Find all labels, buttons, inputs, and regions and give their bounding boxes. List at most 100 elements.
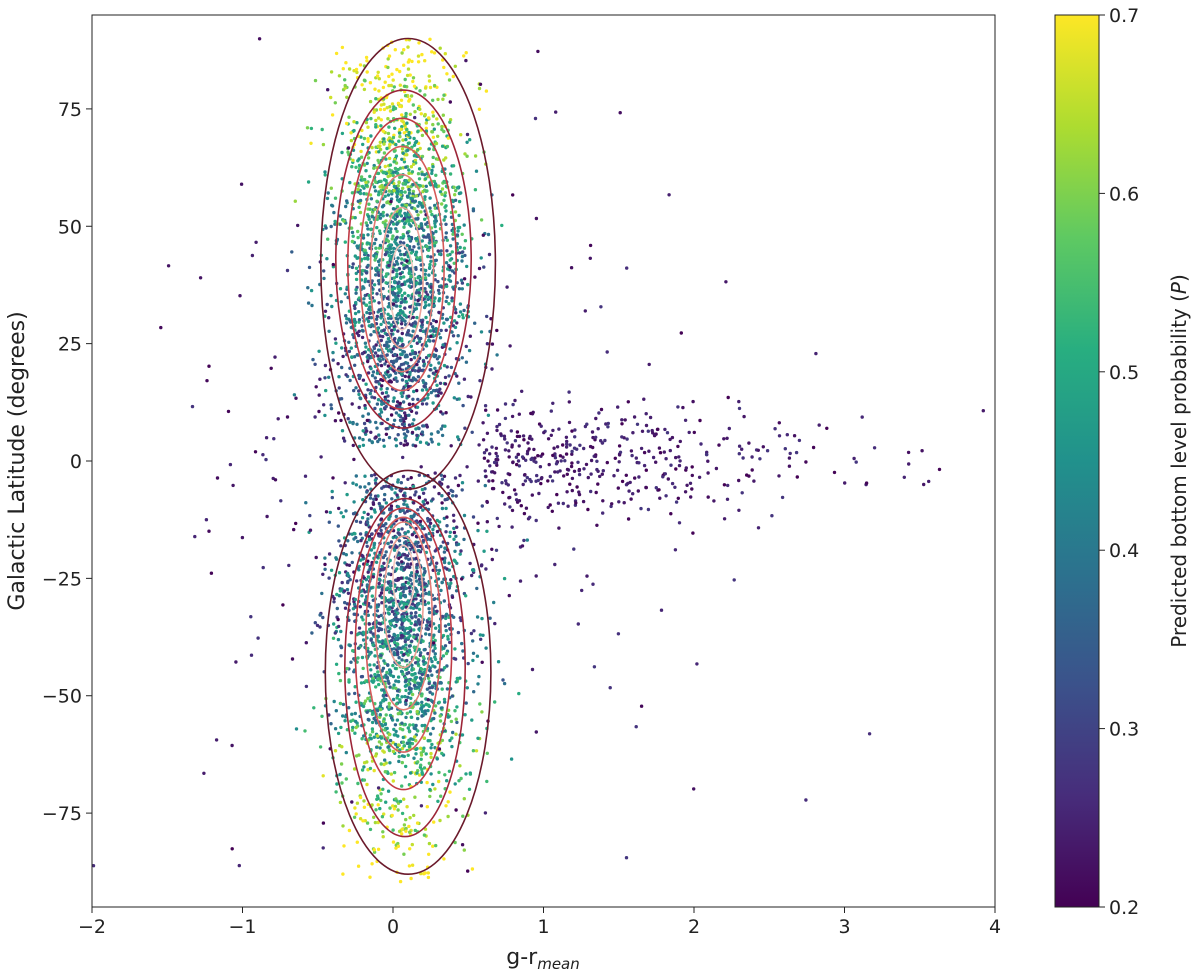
scatter-point: [434, 173, 438, 177]
scatter-point: [375, 609, 380, 613]
scatter-point: [405, 667, 409, 671]
scatter-point: [375, 314, 379, 319]
scatter-point: [410, 368, 415, 372]
scatter-point: [411, 76, 416, 80]
scatter-point: [460, 577, 464, 581]
scatter-point: [379, 322, 383, 327]
scatter-point: [313, 621, 317, 625]
scatter-point: [231, 483, 235, 488]
scatter-point: [404, 826, 408, 831]
scatter-point: [792, 434, 797, 438]
scatter-point: [446, 715, 450, 719]
scatter-point: [372, 663, 376, 667]
scatter-point: [355, 579, 359, 583]
scatter-point: [380, 601, 384, 605]
scatter-point: [459, 549, 463, 553]
scatter-point: [336, 362, 340, 366]
scatter-point: [458, 764, 462, 768]
scatter-point: [407, 130, 411, 135]
scatter-point: [415, 405, 420, 409]
scatter-point: [399, 98, 404, 103]
scatter-point: [337, 74, 342, 78]
scatter-point: [355, 353, 359, 357]
scatter-point: [396, 312, 401, 316]
scatter-point: [384, 157, 388, 161]
scatter-point: [564, 435, 569, 439]
scatter-point: [420, 239, 424, 243]
scatter-point: [405, 121, 409, 125]
scatter-point: [442, 93, 446, 97]
scatter-point: [394, 438, 398, 442]
scatter-point: [446, 634, 450, 639]
scatter-point: [431, 98, 435, 103]
scatter-point: [430, 168, 434, 173]
scatter-point: [272, 437, 276, 441]
scatter-point: [378, 107, 383, 112]
scatter-point: [457, 199, 462, 204]
scatter-point: [360, 184, 365, 189]
scatter-point: [567, 420, 572, 425]
scatter-point: [467, 348, 472, 353]
scatter-point: [350, 230, 355, 235]
scatter-point: [425, 281, 429, 286]
scatter-point: [349, 138, 354, 143]
scatter-point: [373, 351, 378, 355]
scatter-point: [407, 691, 411, 695]
scatter-point: [353, 711, 357, 716]
scatter-point: [353, 321, 357, 325]
scatter-point: [398, 304, 402, 308]
scatter-point: [366, 263, 370, 268]
scatter-point: [398, 175, 402, 180]
scatter-point: [414, 723, 418, 728]
scatter-point: [429, 751, 433, 756]
scatter-point: [362, 297, 366, 301]
scatter-point: [398, 127, 402, 132]
scatter-point: [341, 702, 346, 707]
scatter-point: [406, 477, 410, 481]
scatter-point: [445, 284, 449, 288]
scatter-point: [636, 489, 640, 493]
scatter-point: [344, 314, 348, 318]
scatter-point: [386, 611, 390, 615]
scatter-point: [381, 186, 386, 190]
scatter-point: [455, 525, 459, 529]
scatter-point: [386, 337, 391, 341]
scatter-point: [551, 401, 555, 405]
scatter-point: [403, 439, 408, 443]
scatter-point: [368, 733, 372, 737]
scatter-point: [528, 515, 532, 519]
scatter-point: [398, 104, 402, 109]
scatter-point: [430, 212, 434, 217]
scatter-point: [396, 743, 401, 747]
scatter-point: [362, 421, 367, 426]
scatter-point: [430, 742, 434, 747]
scatter-point: [390, 72, 394, 76]
scatter-point: [615, 468, 620, 472]
scatter-point: [406, 429, 410, 434]
scatter-point: [375, 734, 380, 738]
scatter-point: [480, 504, 484, 508]
scatter-point: [391, 674, 396, 679]
scatter-point: [364, 578, 368, 582]
scatter-point: [426, 703, 431, 707]
scatter-point: [372, 396, 377, 400]
scatter-point: [412, 813, 416, 818]
scatter-point: [386, 312, 390, 316]
scatter-point: [447, 568, 451, 572]
scatter-point: [379, 736, 384, 740]
scatter-point: [400, 560, 404, 564]
scatter-point: [445, 524, 449, 528]
scatter-point: [410, 692, 415, 697]
scatter-point: [334, 790, 338, 794]
scatter-point: [398, 249, 402, 253]
scatter-point: [360, 83, 364, 87]
scatter-point: [394, 613, 398, 618]
scatter-point: [656, 427, 660, 431]
scatter-point: [444, 156, 448, 160]
scatter-point: [279, 499, 283, 503]
scatter-point: [582, 446, 586, 451]
scatter-point: [396, 433, 400, 437]
scatter-point: [412, 418, 416, 422]
scatter-point: [410, 863, 415, 867]
scatter-point: [437, 520, 442, 524]
